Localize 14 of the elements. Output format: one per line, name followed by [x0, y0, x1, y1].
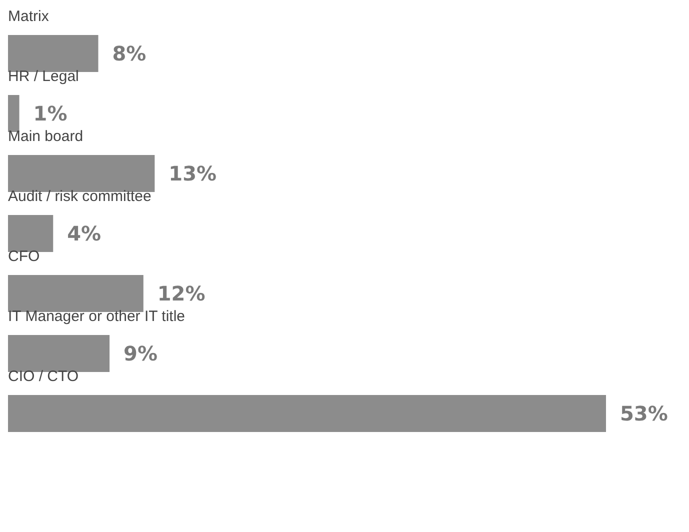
data-label: 1%: [33, 102, 68, 126]
data-label: 13%: [168, 162, 217, 186]
data-label: 9%: [124, 342, 158, 366]
data-label: 8%: [112, 42, 146, 66]
data-label: 4%: [67, 222, 102, 246]
y-tick-label: Main board: [8, 128, 84, 145]
data-label: 12%: [157, 282, 206, 306]
y-tick-label: IT Manager or other IT title: [8, 308, 186, 325]
data-label: 53%: [620, 402, 668, 426]
y-tick-label: HR / Legal: [8, 68, 79, 85]
y-tick-label: Audit / risk committee: [8, 188, 152, 205]
y-tick-label: CFO: [8, 248, 40, 265]
y-tick-label: CIO / CTO: [8, 368, 79, 385]
y-tick-label: Matrix: [8, 8, 50, 25]
